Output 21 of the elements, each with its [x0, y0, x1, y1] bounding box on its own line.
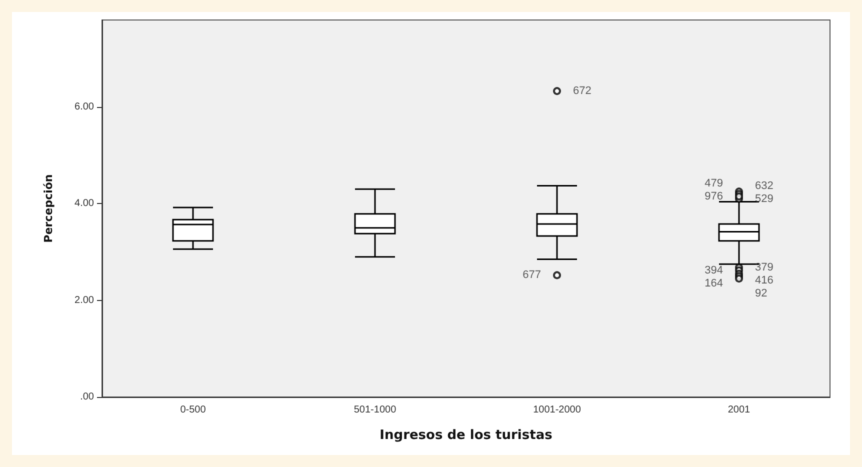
annotation: 976 [704, 190, 723, 202]
x-axis-title: Ingresos de los turistas [380, 428, 553, 443]
annotation: 672 [573, 85, 592, 98]
annotation: 416 [755, 274, 774, 286]
annotation: 164 [704, 277, 723, 290]
x-tick-label: 1001-2000 [533, 404, 582, 416]
annotation: 379 [755, 261, 774, 274]
x-tick-label: 2001 [728, 404, 751, 416]
annotation: 677 [522, 269, 541, 282]
y-tick-label: 2.00 [74, 294, 94, 306]
annotation: 92 [755, 287, 768, 300]
x-tick-label: 0-500 [180, 404, 206, 416]
x-tick-label: 501-1000 [354, 404, 397, 416]
annotation: 632 [755, 180, 774, 192]
y-tick-label: 4.00 [74, 198, 94, 210]
y-tick-label: 6.00 [74, 102, 94, 112]
y-tick-label: .00 [80, 392, 94, 402]
annotation: 479 [704, 177, 723, 190]
annotation: 529 [755, 192, 774, 205]
y-axis-title: Percepción [42, 174, 55, 243]
annotation: 394 [704, 264, 723, 276]
